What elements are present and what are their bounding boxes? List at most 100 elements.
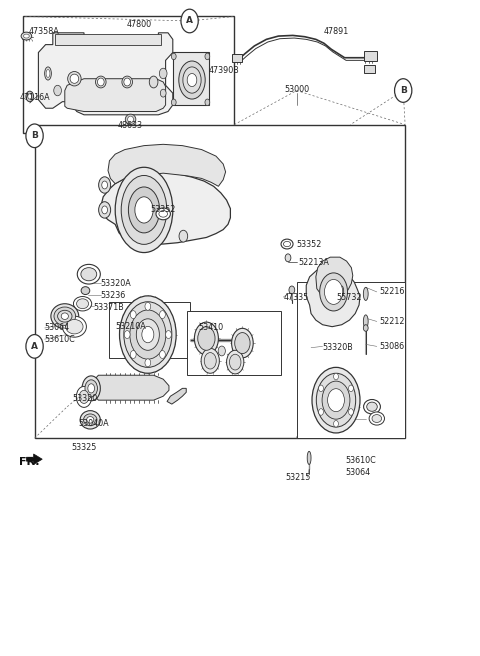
Ellipse shape bbox=[145, 302, 151, 310]
Ellipse shape bbox=[130, 310, 166, 359]
Ellipse shape bbox=[84, 414, 97, 426]
Ellipse shape bbox=[324, 279, 343, 304]
Bar bbox=[35, 125, 405, 438]
Ellipse shape bbox=[159, 68, 167, 79]
Ellipse shape bbox=[61, 313, 69, 319]
Ellipse shape bbox=[327, 388, 344, 412]
Ellipse shape bbox=[45, 67, 51, 80]
Ellipse shape bbox=[81, 287, 90, 295]
Ellipse shape bbox=[136, 319, 159, 350]
Text: 48633: 48633 bbox=[118, 121, 143, 131]
Ellipse shape bbox=[54, 85, 61, 96]
Ellipse shape bbox=[364, 400, 380, 414]
Ellipse shape bbox=[86, 417, 94, 423]
Ellipse shape bbox=[159, 350, 165, 358]
Text: A: A bbox=[186, 16, 193, 26]
Text: 47800: 47800 bbox=[127, 20, 152, 29]
Ellipse shape bbox=[129, 187, 159, 233]
Ellipse shape bbox=[122, 76, 132, 88]
Ellipse shape bbox=[227, 350, 244, 374]
Polygon shape bbox=[101, 172, 230, 244]
Ellipse shape bbox=[76, 298, 88, 308]
Ellipse shape bbox=[98, 201, 110, 218]
Ellipse shape bbox=[372, 415, 382, 422]
Text: 47390B: 47390B bbox=[209, 66, 240, 75]
Ellipse shape bbox=[124, 302, 172, 367]
Ellipse shape bbox=[285, 254, 291, 262]
Ellipse shape bbox=[97, 78, 104, 86]
Polygon shape bbox=[316, 257, 353, 297]
Ellipse shape bbox=[340, 286, 344, 297]
Text: 52213A: 52213A bbox=[299, 258, 329, 267]
Ellipse shape bbox=[82, 376, 100, 401]
Polygon shape bbox=[65, 79, 166, 112]
Text: 47116A: 47116A bbox=[19, 92, 50, 102]
Ellipse shape bbox=[179, 230, 188, 242]
Ellipse shape bbox=[46, 70, 50, 77]
Ellipse shape bbox=[334, 373, 338, 380]
Ellipse shape bbox=[322, 381, 350, 419]
Ellipse shape bbox=[312, 367, 360, 433]
Ellipse shape bbox=[281, 239, 293, 249]
Polygon shape bbox=[55, 34, 161, 45]
Ellipse shape bbox=[142, 327, 154, 342]
Ellipse shape bbox=[319, 385, 324, 392]
Ellipse shape bbox=[145, 359, 151, 367]
Ellipse shape bbox=[125, 114, 136, 125]
Text: A: A bbox=[31, 342, 38, 351]
Ellipse shape bbox=[156, 208, 170, 220]
Ellipse shape bbox=[88, 384, 95, 393]
Text: 47358A: 47358A bbox=[29, 27, 60, 36]
Ellipse shape bbox=[171, 53, 176, 60]
Ellipse shape bbox=[115, 167, 173, 253]
Text: 52212: 52212 bbox=[379, 317, 405, 326]
Text: 53000: 53000 bbox=[284, 85, 309, 94]
Ellipse shape bbox=[205, 99, 210, 106]
Text: 53086: 53086 bbox=[379, 342, 404, 351]
Ellipse shape bbox=[183, 67, 201, 93]
Ellipse shape bbox=[135, 197, 153, 223]
Ellipse shape bbox=[198, 327, 215, 350]
Ellipse shape bbox=[66, 319, 83, 334]
Ellipse shape bbox=[124, 78, 131, 86]
Ellipse shape bbox=[51, 304, 79, 329]
Ellipse shape bbox=[102, 206, 108, 214]
Ellipse shape bbox=[54, 307, 76, 325]
Ellipse shape bbox=[128, 116, 133, 123]
Ellipse shape bbox=[24, 34, 29, 38]
Ellipse shape bbox=[316, 373, 356, 427]
Bar bbox=[173, 52, 209, 105]
Polygon shape bbox=[26, 454, 42, 464]
Ellipse shape bbox=[369, 412, 384, 425]
Ellipse shape bbox=[363, 315, 368, 328]
Polygon shape bbox=[96, 375, 169, 400]
Ellipse shape bbox=[79, 390, 89, 403]
Ellipse shape bbox=[120, 296, 176, 373]
Bar bbox=[232, 54, 242, 62]
Ellipse shape bbox=[231, 329, 253, 358]
Ellipse shape bbox=[159, 211, 168, 217]
Ellipse shape bbox=[76, 386, 92, 407]
Ellipse shape bbox=[289, 286, 295, 294]
Ellipse shape bbox=[121, 175, 167, 244]
Text: 52216: 52216 bbox=[379, 287, 405, 297]
Ellipse shape bbox=[62, 316, 86, 337]
Ellipse shape bbox=[171, 99, 176, 106]
Ellipse shape bbox=[73, 297, 92, 311]
Ellipse shape bbox=[131, 311, 136, 319]
Ellipse shape bbox=[58, 310, 72, 322]
Bar bbox=[364, 65, 375, 73]
Text: 53610C: 53610C bbox=[346, 456, 376, 465]
Ellipse shape bbox=[334, 420, 338, 427]
Ellipse shape bbox=[363, 325, 368, 331]
Text: 53040A: 53040A bbox=[78, 419, 109, 428]
Bar bbox=[364, 51, 377, 61]
Ellipse shape bbox=[367, 402, 377, 411]
Text: 53352: 53352 bbox=[297, 240, 322, 249]
Ellipse shape bbox=[28, 94, 32, 99]
Polygon shape bbox=[38, 33, 173, 115]
Text: 53320A: 53320A bbox=[101, 279, 132, 288]
Ellipse shape bbox=[348, 409, 353, 415]
Text: 53371B: 53371B bbox=[94, 302, 124, 312]
Text: 55732: 55732 bbox=[336, 293, 361, 302]
